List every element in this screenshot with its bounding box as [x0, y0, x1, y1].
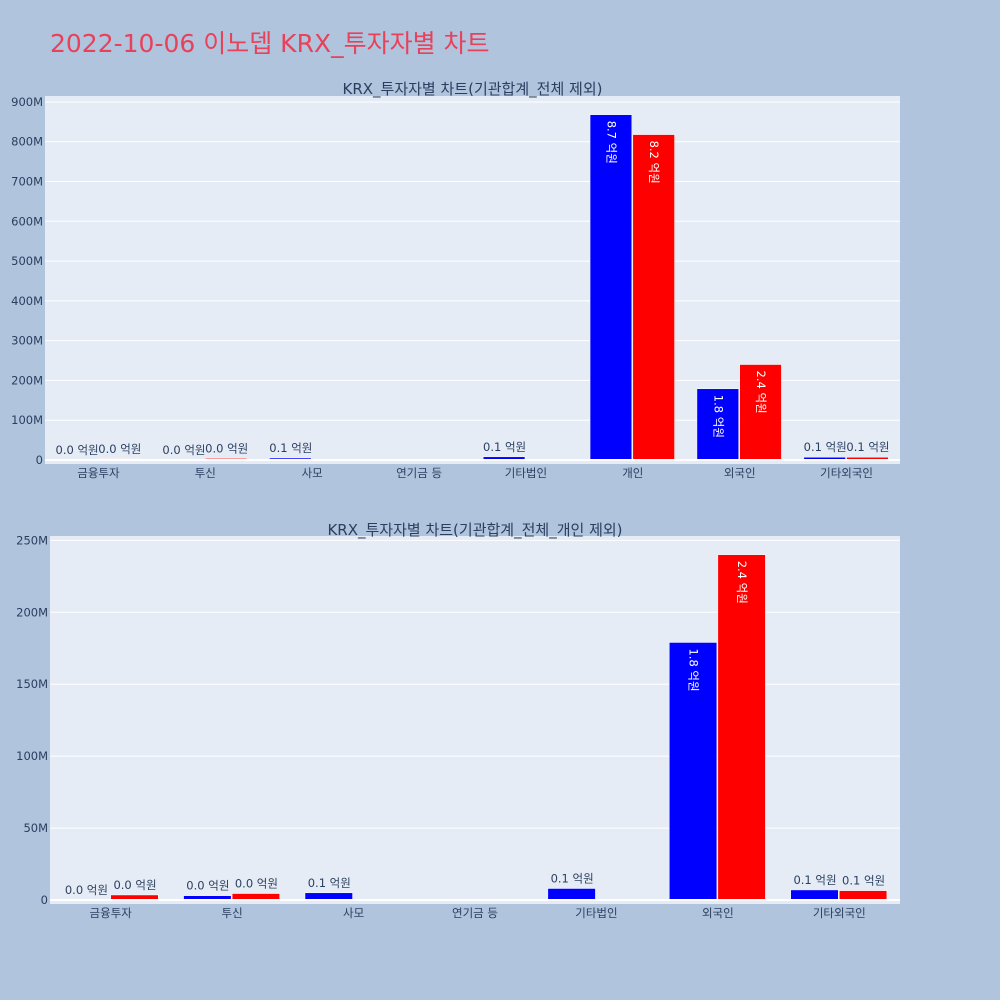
bottom-bar-buy	[547, 888, 596, 901]
top-xtick-label: 기타외국인	[820, 466, 873, 480]
bottom-ytick-label: 50M	[23, 821, 48, 835]
bottom-bar-value-label: 2.4 억원	[735, 561, 749, 604]
page-title: 2022-10-06 이노뎁 KRX_투자자별 차트	[50, 29, 490, 58]
bottom-ytick-label: 150M	[16, 677, 48, 691]
top-ytick-label: 900M	[11, 95, 43, 109]
top-bar-value-label: 0.0 억원	[98, 442, 141, 456]
bottom-ytick-label: 0	[41, 893, 48, 907]
bottom-bar-value-label: 0.0 억원	[186, 879, 229, 893]
top-bar-value-label: 0.1 억원	[846, 440, 889, 454]
bottom-ytick-label: 200M	[16, 605, 48, 619]
top-bar-value-label: 0.1 억원	[483, 440, 526, 454]
top-xtick-label: 연기금 등	[396, 466, 442, 480]
top-bar-value-label: 2.4 억원	[754, 371, 768, 414]
bottom-bar-value-label: 0.1 억원	[308, 876, 351, 890]
top-ytick-label: 400M	[11, 294, 43, 308]
bottom-xtick-label: 기타법인	[575, 906, 617, 920]
bottom-plot-area	[50, 536, 900, 904]
bottom-bar-value-label: 0.1 억원	[793, 873, 836, 887]
bottom-xtick-label: 투신	[222, 906, 243, 920]
top-ytick-label: 800M	[11, 135, 43, 149]
top-bar-value-label: 8.7 억원	[604, 121, 618, 164]
top-bar-buy	[696, 388, 739, 461]
bottom-xtick-label: 외국인	[702, 906, 734, 920]
bottom-xtick-label: 기타외국인	[813, 906, 866, 920]
top-bar-value-label: 0.0 억원	[162, 443, 205, 457]
top-bar-value-label: 8.2 억원	[647, 141, 661, 184]
top-xtick-label: 사모	[302, 466, 323, 480]
top-xtick-label: 금융투자	[77, 466, 120, 480]
top-ytick-label: 0	[36, 453, 43, 467]
top-xtick-label: 개인	[622, 466, 643, 480]
bottom-bar-value-label: 0.0 억원	[65, 883, 108, 897]
top-bar-buy	[589, 114, 633, 461]
top-bar-value-label: 0.1 억원	[804, 440, 847, 454]
top-ytick-label: 200M	[11, 373, 43, 387]
bottom-ytick-label: 100M	[16, 749, 48, 763]
bottom-chart-title: KRX_투자자별 차트(기관합계_전체_개인 제외)	[327, 521, 622, 540]
top-bar-value-label: 0.1 억원	[269, 441, 312, 455]
bottom-bar-sell	[717, 554, 766, 901]
top-ytick-label: 300M	[11, 334, 43, 348]
top-chart: 0 100M 200M 300M 400M 500M 600M 700M 800M 900M 0.0…	[11, 80, 900, 480]
bottom-bar-buy	[669, 642, 718, 901]
bottom-bar-buy	[304, 892, 353, 901]
bottom-ytick-label: 250M	[16, 533, 48, 547]
top-ytick-label: 100M	[11, 413, 43, 427]
top-ytick-label: 600M	[11, 214, 43, 228]
top-bar-sell	[739, 364, 782, 461]
bottom-bar-value-label: 0.1 억원	[551, 871, 594, 885]
bottom-bar-value-label: 0.0 억원	[113, 878, 156, 892]
top-chart-title: KRX_투자자별 차트(기관합계_전체 제외)	[343, 80, 603, 99]
top-bar-value-label: 0.0 억원	[205, 441, 248, 455]
bottom-bar-value-label: 1.8 억원	[687, 648, 701, 691]
top-xtick-label: 기타법인	[505, 466, 547, 480]
bottom-xtick-label: 사모	[343, 906, 364, 920]
top-ytick-label: 500M	[11, 254, 43, 268]
bottom-bar-buy	[790, 889, 839, 901]
top-xtick-label: 투신	[195, 466, 216, 480]
bottom-xtick-label: 연기금 등	[452, 906, 498, 920]
bottom-bar-value-label: 0.0 억원	[235, 877, 278, 891]
top-bar-value-label: 1.8 억원	[711, 395, 725, 438]
top-xtick-label: 외국인	[724, 466, 756, 480]
top-bar-sell	[632, 134, 675, 461]
bottom-xtick-label: 금융투자	[90, 906, 133, 920]
top-ytick-label: 700M	[11, 175, 43, 189]
bottom-bar-sell	[839, 890, 888, 901]
bottom-bar-value-label: 0.1 억원	[842, 874, 885, 888]
top-bar-value-label: 0.0 억원	[56, 443, 99, 457]
